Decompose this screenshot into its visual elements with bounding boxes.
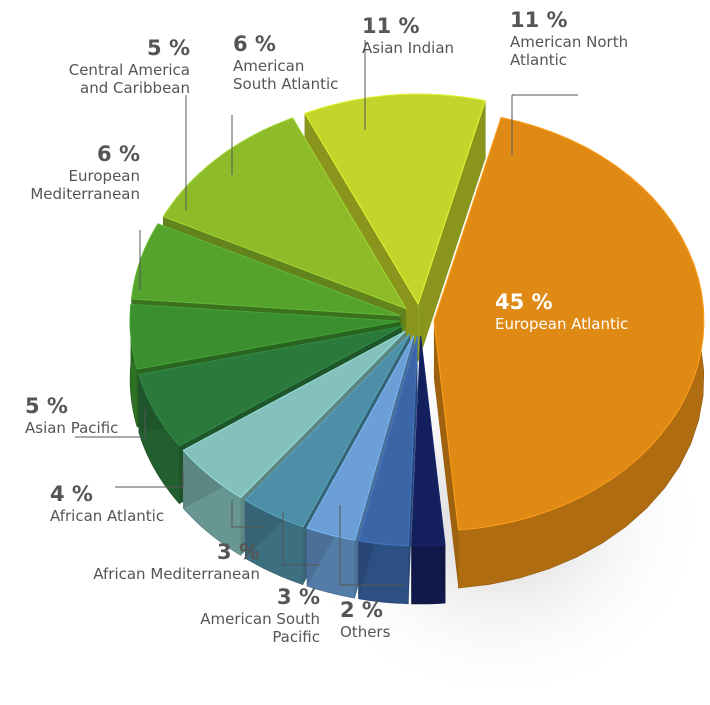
slice-9 <box>162 117 408 310</box>
slice-label-american-north-atlantic: 11 % American North Atlantic <box>510 8 628 69</box>
slice-6 <box>138 325 402 447</box>
slice-name: American North Atlantic <box>510 33 629 70</box>
slice-wall <box>408 335 418 604</box>
leader-line <box>75 410 146 438</box>
slice-value: 4 % <box>50 482 93 506</box>
slice-3 <box>306 334 415 541</box>
slice-value: 45 % <box>495 290 553 314</box>
slice-2 <box>357 335 418 547</box>
slice-tops <box>129 93 705 547</box>
slice-value: 3 % <box>277 585 320 609</box>
slice-value: 5 % <box>25 394 68 418</box>
slice-name: Central America and Caribbean <box>68 61 190 98</box>
slice-name: Others <box>340 623 391 642</box>
slice-wall <box>433 320 459 589</box>
slice-label-asian-indian: 11 % Asian Indian <box>362 14 454 57</box>
leader-line <box>231 500 265 528</box>
slice-wall <box>418 100 486 363</box>
leader-line <box>282 512 320 566</box>
slice-value: 5 % <box>147 36 190 60</box>
slice-label-asian-pacific: 5 % Asian Pacific <box>25 394 118 437</box>
slice-name: Asian Indian <box>362 39 455 58</box>
leader-lines <box>75 40 578 586</box>
slice-value: 11 % <box>510 8 568 32</box>
slice-label-central-america: 5 % Central America and Caribbean <box>50 36 190 97</box>
slice-name: Asian Pacific <box>25 419 119 438</box>
slice-name: European Mediterranean <box>30 167 140 204</box>
slice-value: 6 % <box>233 32 276 56</box>
slice-label-others: 2 % Others <box>340 598 390 641</box>
slice-0 <box>433 116 705 531</box>
leader-line <box>115 470 184 488</box>
slice-name: European Atlantic <box>495 315 629 334</box>
slice-label-american-south-pacific: 3 % American South Pacific <box>180 585 320 646</box>
slice-1 <box>410 335 446 547</box>
slice-label-african-atlantic: 4 % African Atlantic <box>50 482 164 525</box>
slice-value: 6 % <box>97 142 140 166</box>
slice-label-american-south-atlantic: 6 % American South Atlantic <box>233 32 338 93</box>
slice-10 <box>304 93 486 306</box>
leader-line <box>339 505 405 586</box>
slice-value: 2 % <box>340 598 383 622</box>
slice-name: American South Pacific <box>200 610 320 647</box>
slice-4 <box>244 333 411 528</box>
slice-name: African Mediterranean <box>93 565 260 584</box>
slice-label-european-atlantic: 45 % European Atlantic <box>495 290 628 333</box>
slice-value: 3 % <box>217 540 260 564</box>
slice-5 <box>182 330 406 499</box>
slice-label-european-mediterranean: 6 % European Mediterranean <box>10 142 140 203</box>
slice-value: 11 % <box>362 14 420 38</box>
slice-name: African Atlantic <box>50 507 165 526</box>
slice-7 <box>129 303 401 370</box>
slice-name: American South Atlantic <box>233 57 339 94</box>
slice-label-african-mediterranean: 3 % African Mediterranean <box>60 540 260 583</box>
